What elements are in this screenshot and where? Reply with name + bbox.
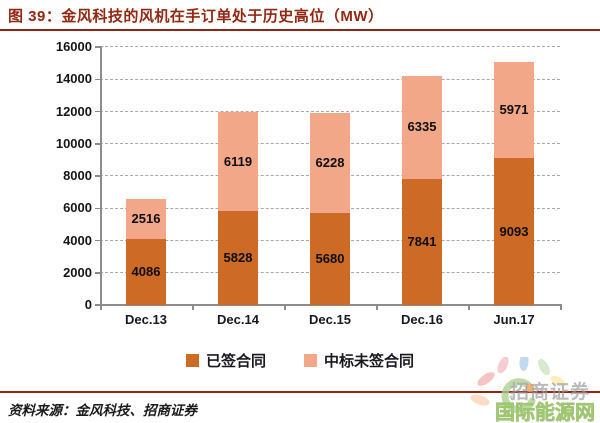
- bar-segment: [310, 112, 350, 214]
- bar-value-label: 6119: [223, 153, 253, 169]
- bar-segment: [310, 213, 350, 305]
- x-axis-tick: [192, 305, 194, 310]
- bar-segment: [218, 211, 258, 305]
- watermark-text-top: 招商证券: [510, 380, 590, 403]
- bar-segment: [218, 112, 258, 211]
- y-axis: [100, 47, 102, 305]
- chart-legend: 已签合同 中标未签合同: [0, 350, 600, 371]
- bar-value-label: 2516: [131, 210, 161, 226]
- x-axis-label: Dec.15: [309, 312, 351, 327]
- figure-title: 图 39：金风科技的风机在手订单处于历史高位（MW）: [8, 8, 384, 25]
- x-axis-label: Dec.16: [401, 312, 443, 327]
- y-axis-tick: [95, 239, 102, 242]
- y-gridline: [100, 46, 560, 48]
- bar-value-label: 5828: [223, 250, 253, 265]
- y-axis-tick: [95, 272, 102, 274]
- x-axis-tick: [560, 305, 562, 310]
- y-axis-tick: [95, 304, 102, 306]
- x-axis-label: Dec.13: [125, 312, 167, 327]
- bar-segment: [494, 62, 534, 159]
- y-axis-label: 0: [84, 297, 92, 312]
- flower-sun-icon: [470, 357, 566, 414]
- y-axis-tick: [95, 207, 102, 209]
- x-axis-tick: [284, 305, 286, 310]
- bar-segment: [494, 158, 534, 305]
- legend-item-signed: 已签合同: [185, 350, 266, 371]
- y-axis-label: 6000: [63, 200, 92, 216]
- y-axis-label: 4000: [63, 232, 92, 248]
- bar-segment: [126, 198, 166, 240]
- legend-swatch-unsigned: [304, 354, 317, 367]
- y-axis-tick: [95, 46, 102, 48]
- watermark-text-bottom: 国际能源网: [495, 400, 595, 423]
- bar-value-label: 6335: [407, 119, 437, 135]
- bar-value-label: 9093: [499, 223, 529, 239]
- bar-segment: [402, 178, 442, 305]
- y-axis-label: 16000: [55, 39, 92, 54]
- bottom-divider: [0, 391, 600, 393]
- legend-label-unsigned: 中标未签合同: [324, 353, 415, 370]
- bar-value-label: 7841: [407, 233, 437, 249]
- x-axis-tick: [468, 305, 470, 310]
- x-axis: [100, 304, 562, 306]
- y-axis-label: 8000: [63, 168, 92, 183]
- y-axis-tick: [95, 175, 102, 177]
- y-axis-label: 14000: [55, 71, 92, 87]
- y-gridline: [100, 78, 560, 80]
- source-note: 资料来源：金风科技、招商证券: [8, 403, 197, 418]
- y-axis-label: 2000: [63, 264, 92, 280]
- y-axis-tick: [95, 143, 102, 145]
- watermark-logo: 招商证券 国际能源网: [470, 357, 595, 423]
- y-axis-tick: [95, 110, 102, 113]
- x-axis-label: Jun.17: [493, 312, 535, 327]
- bar-segment: [402, 76, 442, 179]
- title-underline: [0, 29, 600, 31]
- bar-value-label: 6228: [315, 155, 345, 171]
- x-axis-tick: [376, 305, 378, 310]
- y-gridline: [100, 110, 560, 112]
- x-axis-tick: [100, 305, 102, 310]
- bar-segment: [126, 239, 166, 305]
- bar-value-label: 5971: [499, 102, 529, 118]
- x-axis-label: Dec.14: [217, 312, 259, 327]
- bar-value-label: 4086: [131, 264, 161, 280]
- legend-swatch-signed: [185, 354, 199, 367]
- bar-value-label: 5680: [315, 251, 345, 267]
- legend-label-signed: 已签合同: [205, 353, 266, 370]
- y-axis-label: 10000: [55, 135, 92, 151]
- y-axis-tick: [95, 78, 102, 80]
- y-axis-label: 12000: [55, 103, 92, 119]
- legend-item-unsigned: 中标未签合同: [304, 350, 414, 371]
